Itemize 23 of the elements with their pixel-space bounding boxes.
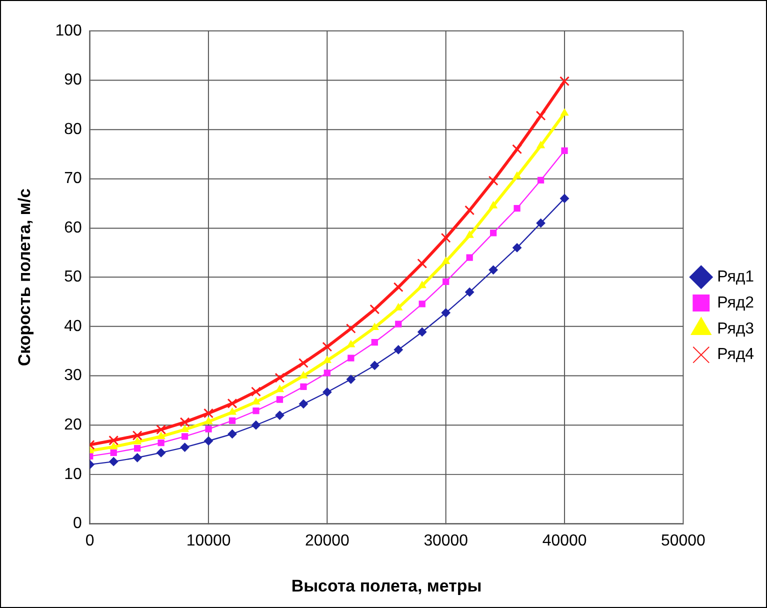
y-tick-label: 30 xyxy=(64,367,82,384)
x-tick-label: 50000 xyxy=(661,532,706,550)
x-tick-label: 20000 xyxy=(305,532,350,550)
y-tick-label: 100 xyxy=(55,22,82,40)
y-tick-label: 10 xyxy=(64,466,82,483)
legend-label: Ряд1 xyxy=(717,268,754,286)
legend-label: Ряд4 xyxy=(717,346,754,364)
y-tick-label: 90 xyxy=(64,72,82,89)
x-tick-label: 30000 xyxy=(424,532,468,550)
x-tick-label: 0 xyxy=(85,532,94,550)
y-tick-label: 70 xyxy=(64,170,82,188)
y-tick-label: 0 xyxy=(73,515,82,532)
y-tick-label: 40 xyxy=(64,318,82,335)
y-tick-label: 60 xyxy=(64,219,82,236)
x-axis-title: Высота полета, метры xyxy=(291,576,482,596)
y-axis-title: Скорость полета, м/с xyxy=(14,188,34,366)
y-tick-label: 50 xyxy=(64,268,82,286)
legend-label: Ряд3 xyxy=(717,320,754,338)
legend-label: Ряд2 xyxy=(717,294,754,312)
x-tick-label: 10000 xyxy=(186,532,231,550)
x-tick-label: 40000 xyxy=(542,532,587,550)
y-tick-label: 80 xyxy=(64,120,82,138)
y-tick-label: 20 xyxy=(64,416,82,434)
